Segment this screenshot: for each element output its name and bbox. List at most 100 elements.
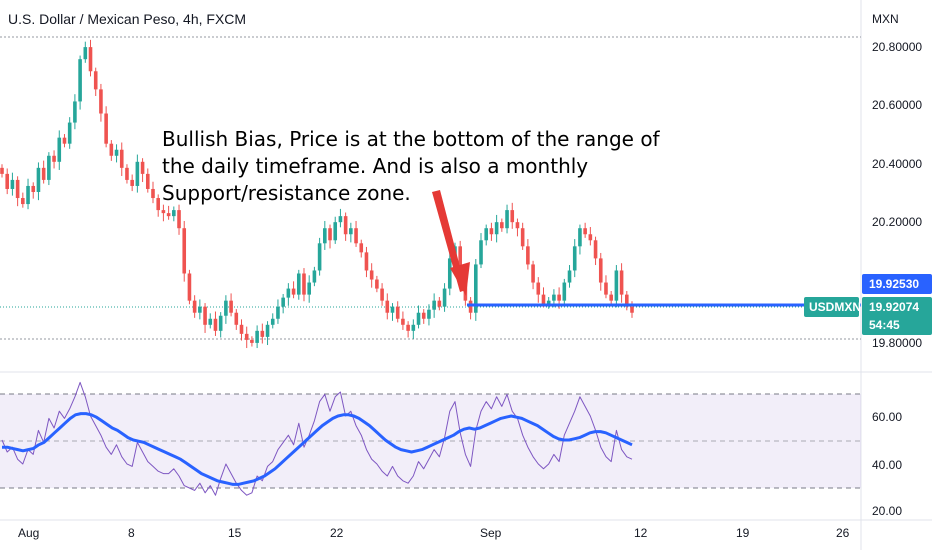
candle-body [416, 312, 421, 325]
currency-label: MXN [872, 12, 899, 26]
time-tick: 15 [228, 526, 242, 540]
candle-body [166, 213, 171, 217]
candle-body [276, 306, 280, 319]
chart-title: U.S. Dollar / Mexican Peso, 4h, FXCM [8, 11, 246, 27]
candle-body [10, 179, 15, 189]
candle-body [578, 228, 582, 247]
candle-body [515, 222, 520, 229]
candle-body [354, 228, 358, 244]
symbol-label: USDMXN [809, 300, 861, 314]
candle-body [36, 167, 41, 192]
candle-body [604, 282, 608, 295]
candle-body [572, 246, 577, 271]
current-price-badge [862, 297, 932, 335]
annotation-arrow-head [450, 262, 470, 296]
candle-body [447, 258, 452, 289]
candle-body [442, 288, 447, 307]
candle-body [302, 273, 306, 295]
candle-body [359, 243, 364, 253]
candle-body [489, 228, 494, 235]
rsi-ma-line [2, 412, 633, 486]
annotation-line-3[interactable]: Support/resistance zone. [162, 181, 411, 205]
candle-body [255, 330, 259, 343]
candle-body [500, 222, 504, 229]
candle-body [624, 294, 629, 307]
candle-body [520, 228, 525, 247]
candle-body [369, 270, 374, 280]
candle-body [541, 294, 546, 304]
candle-body [296, 273, 301, 295]
annotation-line-1[interactable]: Bullish Bias, Price is at the bottom of … [162, 127, 661, 151]
candle-body [312, 270, 317, 283]
candle-body [250, 339, 254, 343]
candle-body [593, 240, 598, 259]
price-tick: 20.60000 [872, 98, 922, 112]
candle-body [390, 306, 395, 313]
candle-body [260, 330, 265, 337]
time-tick: 26 [836, 526, 850, 540]
candle-body [598, 258, 603, 283]
candle-body [67, 122, 72, 144]
candle-body [630, 306, 634, 313]
candle-body [244, 333, 249, 340]
candle-body [135, 161, 140, 186]
candle-body [62, 137, 67, 144]
candle-body [505, 210, 509, 229]
annotation-line-2[interactable]: the daily timeframe. And is also a month… [162, 154, 588, 178]
candle-body [546, 300, 551, 304]
candle-body [380, 288, 384, 301]
candle-body [239, 324, 244, 334]
candle-body [177, 210, 181, 229]
candle-body [432, 300, 436, 310]
candle-body [5, 173, 10, 189]
candle-body [458, 246, 462, 274]
price-tick: 20.20000 [872, 215, 922, 229]
candle-body [26, 185, 30, 205]
rsi-tick: 20.00 [872, 504, 902, 518]
candle-body [338, 216, 343, 223]
candle-body [140, 161, 145, 174]
symbol-badge [804, 297, 859, 317]
candle-body [479, 240, 483, 265]
candle-body [583, 228, 587, 235]
candle-body [52, 155, 56, 162]
candle-body [93, 71, 98, 90]
candle-body [552, 294, 556, 301]
candle-body [385, 300, 390, 313]
candle-body [526, 246, 530, 265]
candle-body [333, 222, 338, 241]
level-price-label: 19.92530 [869, 277, 919, 291]
rsi-tick: 60.00 [872, 410, 902, 424]
candle-body [619, 270, 624, 295]
candle-body [83, 47, 88, 60]
candle-body [567, 270, 572, 283]
candle-body [161, 210, 166, 214]
time-tick: 19 [736, 526, 750, 540]
candle-body [349, 228, 353, 235]
time-tick: 8 [128, 526, 135, 540]
time-tick: 12 [634, 526, 648, 540]
current-price-label: 19.92074 [869, 300, 919, 314]
time-tick: Aug [18, 526, 39, 540]
candle-body [57, 137, 62, 162]
candle-body [437, 300, 442, 307]
candle-body [130, 179, 134, 186]
candle-body [203, 306, 207, 325]
candle-body [151, 188, 155, 199]
candle-body [172, 210, 176, 217]
candle-body [270, 318, 275, 325]
candle-body [562, 282, 567, 301]
candle-body [192, 300, 197, 313]
candle-body [119, 149, 124, 168]
candle-body [156, 198, 160, 211]
candle-body [145, 173, 150, 189]
candle-body [286, 288, 291, 298]
time-tick: 22 [330, 526, 344, 540]
candle-body [104, 113, 108, 144]
candle-body [323, 228, 327, 244]
candle-body [421, 312, 426, 319]
candle-body [281, 297, 285, 307]
candle-body [557, 294, 561, 301]
